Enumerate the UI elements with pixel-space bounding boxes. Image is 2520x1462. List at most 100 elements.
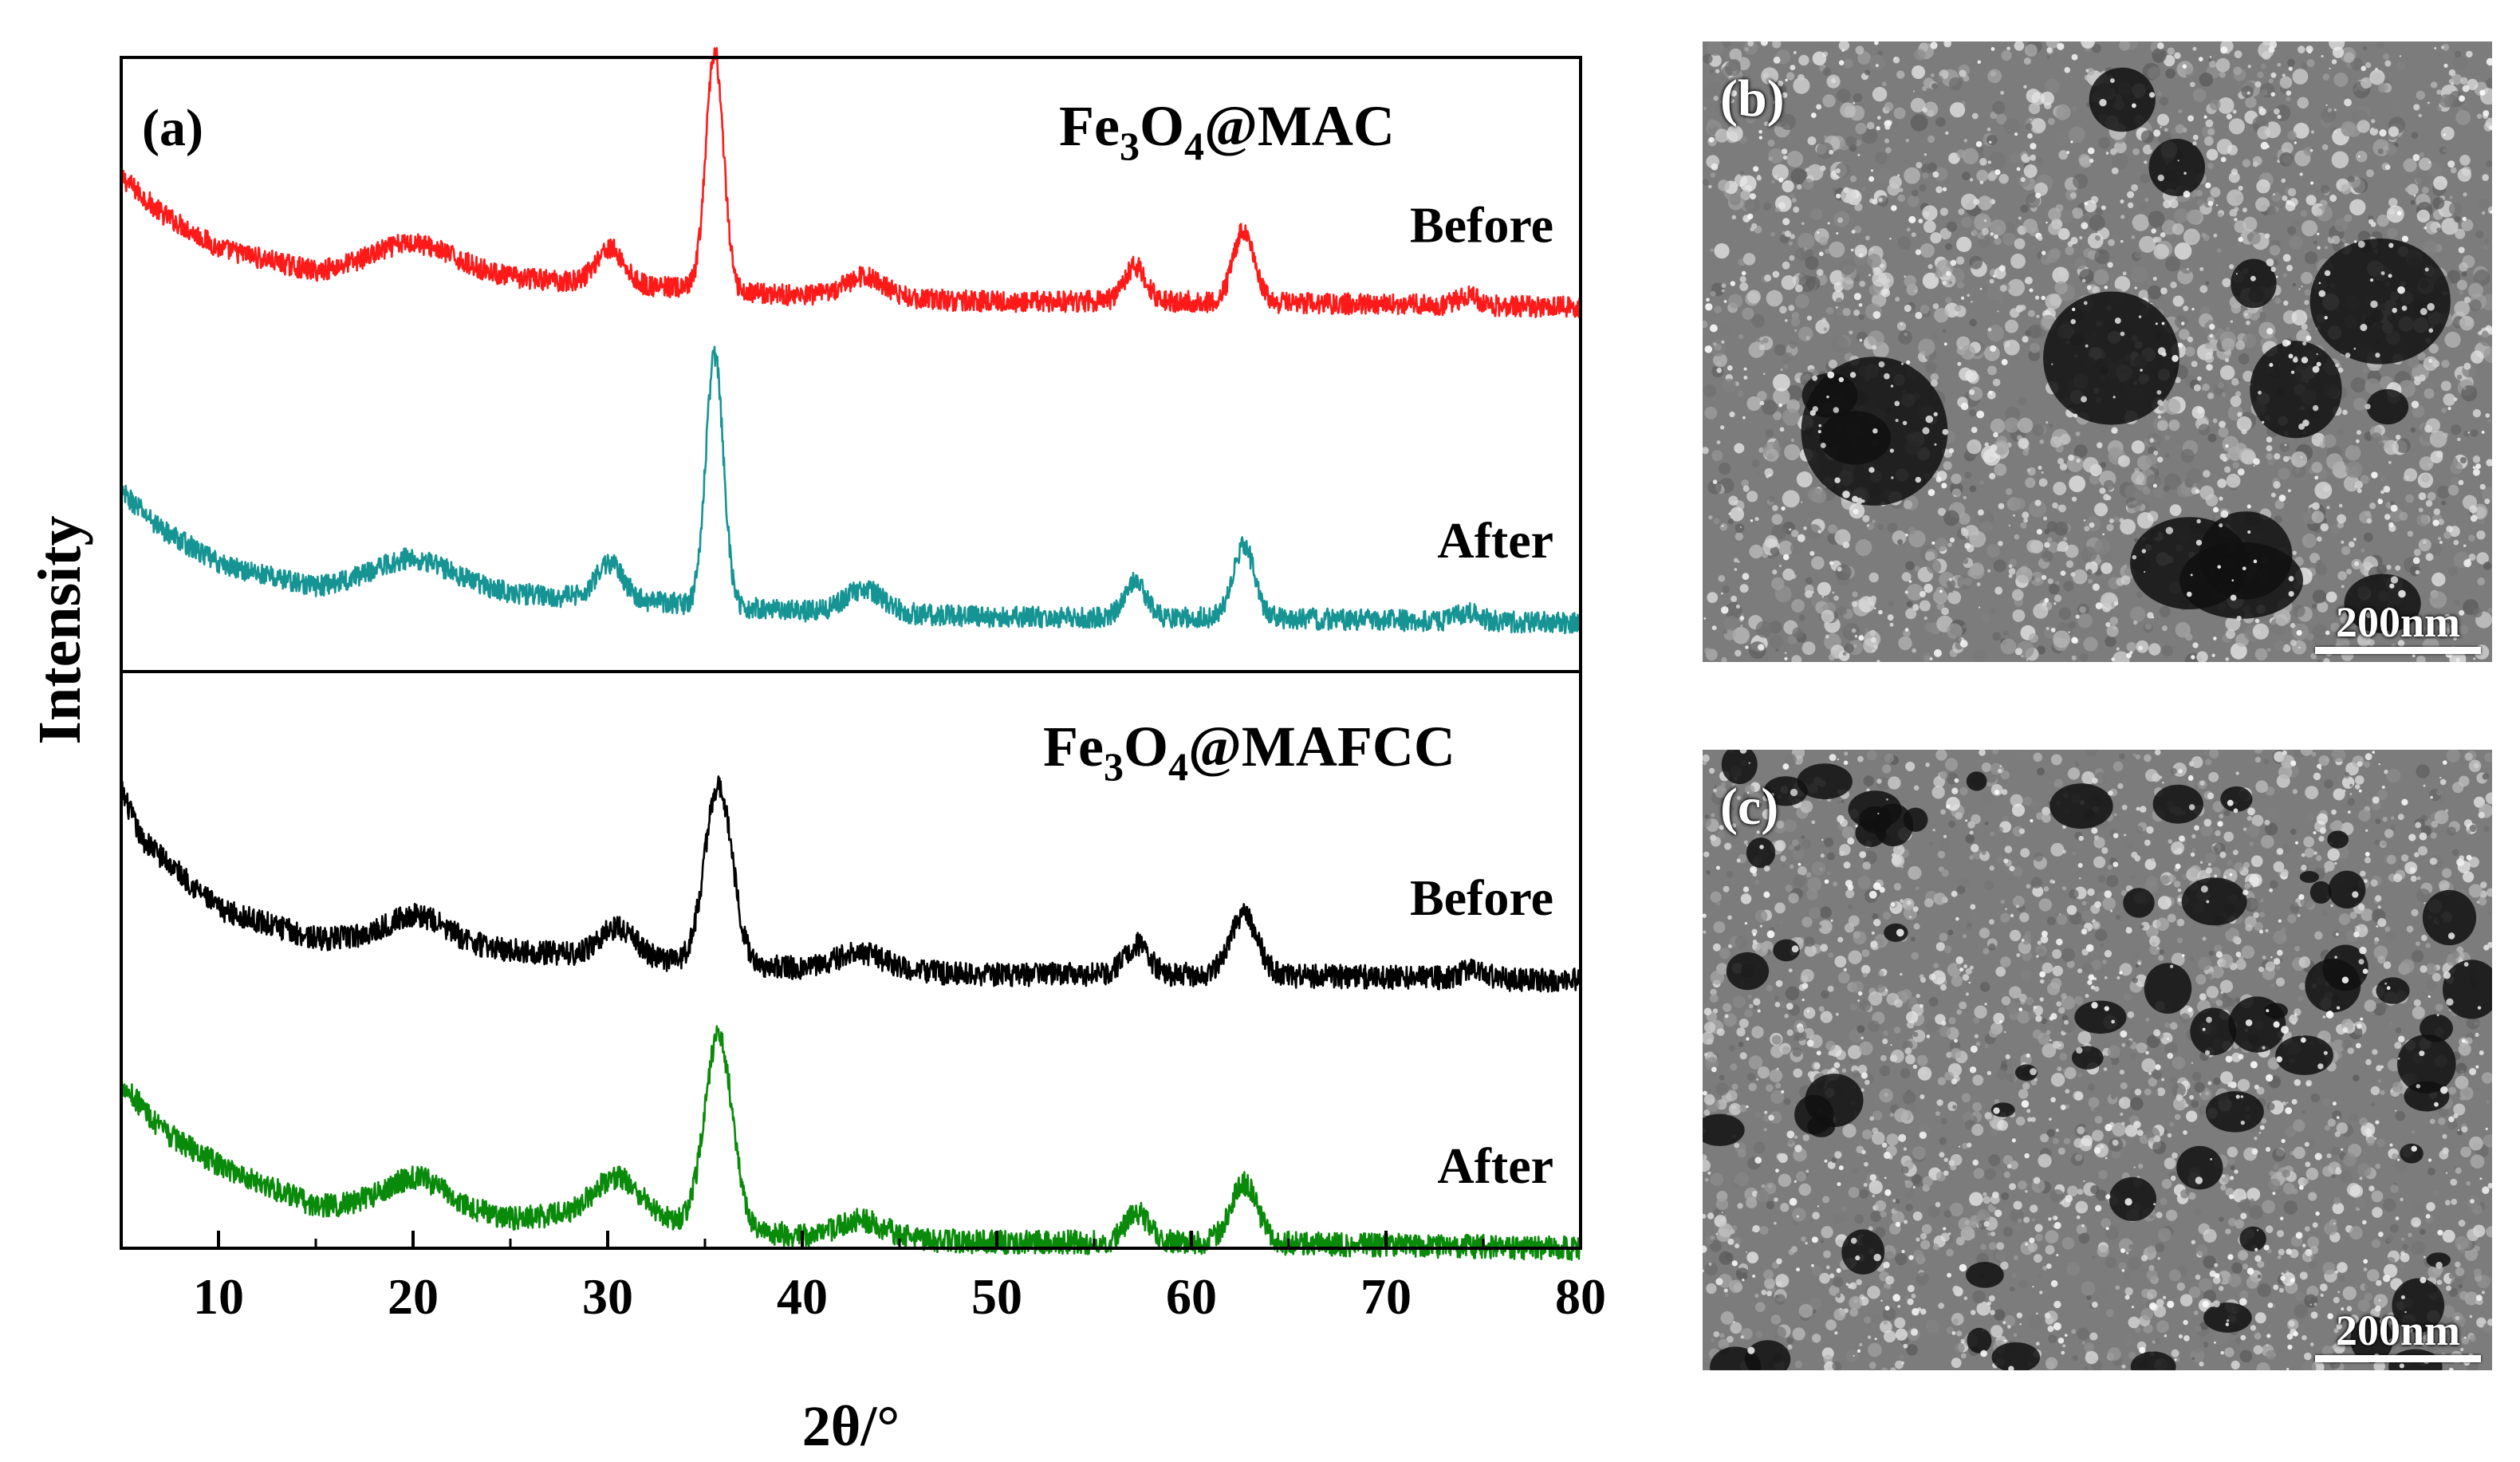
- sem-texture: [1971, 427, 1978, 433]
- sem-texture: [2191, 1339, 2205, 1354]
- sem-texture: [1843, 861, 1851, 869]
- sem-texture: [2290, 451, 2308, 468]
- sem-texture: [1992, 378, 2001, 387]
- sem-texture: [2148, 1137, 2156, 1144]
- sem-texture: [2046, 1361, 2055, 1370]
- sem-texture: [2254, 1137, 2258, 1141]
- sem-texture: [2077, 1188, 2084, 1196]
- sem-texture: [1817, 920, 1833, 934]
- sem-texture: [1791, 312, 1800, 320]
- sem-texture: [1784, 753, 1797, 766]
- sem-texture: [1730, 1322, 1742, 1334]
- sem-texture: [1773, 388, 1790, 406]
- sem-texture: [2002, 232, 2016, 246]
- sem-texture: [2207, 128, 2215, 136]
- sem-texture: [2269, 880, 2278, 889]
- sem-texture: [2306, 59, 2315, 68]
- sem-texture: [1715, 786, 1727, 798]
- sem-texture: [2084, 526, 2090, 532]
- sem-texture: [2443, 133, 2447, 136]
- sem-texture: [2023, 518, 2029, 523]
- sem-texture: [1816, 104, 1822, 110]
- sem-texture: [2274, 108, 2280, 115]
- sem-texture: [1797, 865, 1807, 876]
- sem-texture: [1805, 577, 1813, 585]
- sem-texture: [2304, 1226, 2310, 1232]
- sem-texture: [2235, 1337, 2242, 1345]
- sem-texture: [2041, 574, 2047, 580]
- sem-texture: [2000, 899, 2005, 904]
- sem-texture: [2094, 234, 2101, 241]
- sem-texture: [1783, 819, 1797, 833]
- sem-texture: [2315, 563, 2328, 576]
- sem-texture: [1818, 424, 1821, 428]
- sem-texture: [2266, 1350, 2277, 1361]
- sem-texture: [2148, 66, 2161, 80]
- sem-texture: [1950, 259, 1957, 266]
- sem-texture: [1946, 221, 1958, 232]
- sem-texture: [2061, 1237, 2075, 1250]
- sem-texture: [2048, 222, 2061, 235]
- sem-texture: [2164, 1022, 2171, 1028]
- sem-texture: [1922, 652, 1932, 662]
- sem-texture: [1889, 622, 1894, 627]
- sem-texture: [2219, 523, 2223, 528]
- sem-texture: [2132, 214, 2149, 231]
- sem-texture: [1915, 885, 1920, 891]
- sem-texture: [1994, 237, 2002, 246]
- sem-texture: [2102, 533, 2105, 536]
- sem-texture: [1703, 447, 1709, 455]
- sem-texture: [1875, 64, 1879, 68]
- sem-texture: [2383, 1263, 2398, 1279]
- sem-texture: [1955, 1236, 1965, 1246]
- sem-texture: [1857, 1025, 1865, 1034]
- sem-texture: [2120, 331, 2125, 337]
- sem-texture: [1771, 577, 1785, 590]
- sem-texture: [2418, 374, 2426, 382]
- sem-texture: [2419, 456, 2434, 471]
- sem-texture: [1994, 463, 2007, 476]
- sem-texture: [1740, 625, 1742, 627]
- sem-texture: [2183, 305, 2189, 312]
- sem-texture: [2124, 1338, 2132, 1346]
- sem-texture: [2293, 122, 2309, 139]
- sem-texture: [1821, 609, 1835, 624]
- sem-texture: [1766, 984, 1774, 992]
- sem-texture: [2305, 1168, 2319, 1180]
- sem-texture: [1956, 1330, 1963, 1337]
- sem-texture: [2147, 432, 2162, 447]
- sem-texture: [1862, 514, 1870, 522]
- sem-texture: [2164, 452, 2170, 458]
- sem-texture: [2406, 925, 2414, 933]
- sem-texture: [1746, 396, 1762, 412]
- sem-texture: [2168, 839, 2173, 844]
- sem-texture: [2408, 1232, 2412, 1238]
- sem-texture: [2075, 432, 2081, 436]
- sem-texture: [2227, 860, 2233, 866]
- sem-texture: [1758, 447, 1765, 453]
- sem-texture: [2081, 222, 2089, 230]
- sem-texture: [2270, 983, 2275, 988]
- sem-texture: [2274, 499, 2285, 510]
- sem-texture: [2353, 1074, 2360, 1082]
- sem-texture: [1789, 341, 1797, 349]
- sem-texture: [1939, 589, 1943, 593]
- sem-texture: [2298, 288, 2301, 290]
- sem-texture: [2357, 633, 2371, 647]
- sem-texture: [2215, 204, 2219, 207]
- sem-texture: [2313, 240, 2317, 245]
- sem-texture: [2141, 549, 2147, 554]
- sem-texture: [1973, 59, 1978, 65]
- sem-texture: [1989, 1028, 1998, 1038]
- sem-texture: [1730, 281, 1736, 286]
- sem-texture: [2427, 101, 2430, 104]
- sem-texture: [1766, 1084, 1774, 1092]
- sem-texture: [2463, 544, 2467, 548]
- sem-texture: [1723, 1003, 1732, 1012]
- sem-texture: [2302, 1178, 2309, 1184]
- sem-texture: [2183, 610, 2187, 614]
- sem-texture: [2313, 1302, 2317, 1306]
- sem-texture: [2321, 184, 2330, 194]
- sem-texture: [2084, 1125, 2094, 1135]
- sem-texture: [1861, 949, 1870, 958]
